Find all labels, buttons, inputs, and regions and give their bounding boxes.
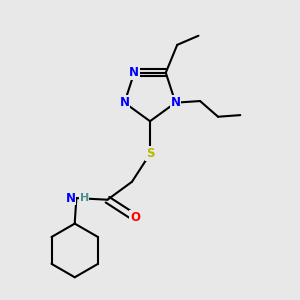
- Text: H: H: [80, 193, 89, 203]
- Text: N: N: [129, 66, 139, 79]
- Text: N: N: [170, 96, 181, 109]
- Text: N: N: [65, 192, 76, 205]
- Text: N: N: [119, 96, 130, 109]
- Text: S: S: [146, 147, 154, 161]
- Text: O: O: [130, 211, 140, 224]
